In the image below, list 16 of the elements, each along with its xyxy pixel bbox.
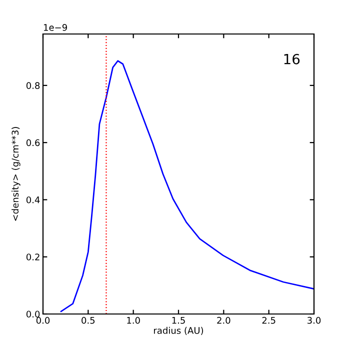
- y-tick-label: 0.8: [26, 82, 40, 89]
- x-tick-label: 0.0: [36, 316, 50, 324]
- y-tick-label: 0.2: [26, 254, 40, 260]
- x-tick-label: 1.5: [172, 317, 185, 324]
- x-tick-label: 0.5: [82, 316, 95, 324]
- y-tick-label: 0.4: [26, 196, 40, 204]
- x-tick-label: 2.0: [217, 316, 230, 324]
- y-tick-label: 0.0: [26, 310, 40, 318]
- x-tick-label: 3.0: [308, 316, 321, 324]
- x-tick-label: 2.5: [262, 316, 276, 324]
- x-tick-label: 1.0: [127, 316, 140, 324]
- y-tick-label: 0.6: [26, 139, 40, 146]
- x-axis-title: radius (AU): [154, 326, 204, 335]
- y-axis-title: <density> (g/cm**3): [12, 127, 20, 221]
- annotation: 16: [284, 54, 300, 64]
- text: 1e−9: [44, 24, 67, 31]
